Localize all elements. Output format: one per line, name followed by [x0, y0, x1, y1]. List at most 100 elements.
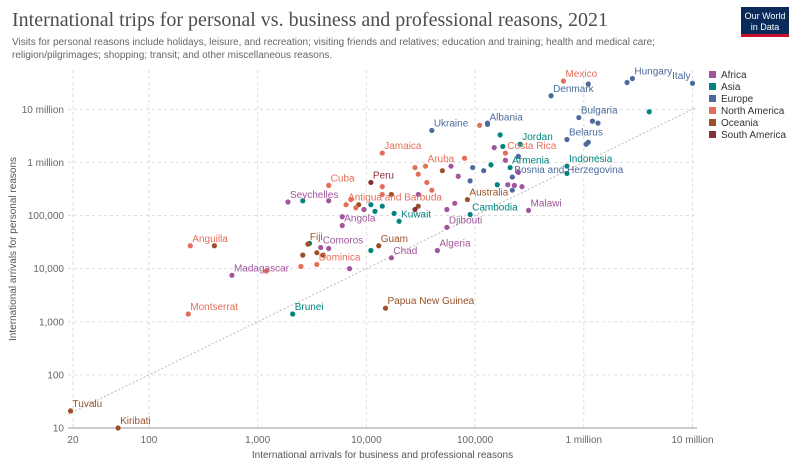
data-point	[298, 263, 304, 270]
data-point	[368, 202, 374, 208]
data-point-label: Antigua and Barbuda	[348, 193, 442, 204]
data-point	[368, 179, 374, 186]
legend-swatch	[709, 83, 716, 90]
data-point	[300, 198, 306, 204]
data-point	[689, 80, 696, 86]
x-tick-label: 1,000	[245, 435, 270, 446]
data-point-label: Ukraine	[434, 118, 469, 129]
data-point	[439, 168, 445, 174]
legend-label: Europe	[721, 94, 754, 105]
legend-swatch	[709, 119, 716, 126]
data-point-label: Bosnia and Herzegovina	[514, 165, 623, 176]
data-point	[339, 214, 345, 220]
data-point	[467, 178, 473, 184]
data-point-label: Kiribati	[120, 416, 151, 427]
data-point-label: Chad	[393, 246, 417, 257]
y-tick-label: 10 million	[22, 105, 64, 116]
data-point-label: Dominica	[319, 252, 361, 263]
legend-swatch	[709, 95, 716, 102]
data-point	[346, 266, 353, 272]
data-point-label: Brunei	[295, 302, 324, 313]
data-point	[444, 206, 450, 213]
data-point	[339, 222, 345, 229]
data-point	[429, 127, 435, 134]
data-point-label: Guam	[381, 234, 408, 245]
data-point	[185, 311, 191, 317]
data-point	[412, 206, 418, 213]
data-point	[564, 170, 570, 177]
data-point	[318, 244, 324, 251]
y-tick-label: 1,000	[39, 317, 64, 328]
data-point-label: Denmark	[553, 84, 595, 95]
data-point	[560, 78, 567, 84]
data-point	[372, 208, 378, 214]
data-point	[285, 199, 291, 205]
data-point	[376, 243, 382, 249]
data-point	[448, 163, 454, 169]
data-point	[353, 205, 359, 211]
data-point	[564, 163, 570, 169]
diagonal-reference-line	[67, 106, 698, 415]
data-point	[368, 247, 374, 254]
owid-logo[interactable]: Our World in Data	[741, 7, 789, 37]
logo-line-2: in Data	[750, 22, 780, 32]
data-point	[464, 196, 471, 203]
legend-label: Africa	[721, 70, 747, 81]
data-point	[320, 252, 326, 258]
data-point	[412, 164, 418, 171]
data-point-label: Indonesia	[569, 154, 613, 165]
data-point	[415, 171, 421, 177]
data-point	[564, 136, 570, 143]
data-point	[589, 118, 595, 124]
y-axis-label: International arrivals for personal reas…	[8, 157, 19, 341]
data-point-label: Mexico	[565, 69, 597, 80]
data-point	[576, 114, 582, 121]
data-point-label: Madagascar	[234, 263, 290, 274]
data-point	[300, 252, 306, 258]
data-point-label: Tuvalu	[73, 399, 103, 410]
data-point-label: Papua New Guinea	[388, 296, 475, 307]
legend-label: Oceania	[721, 118, 759, 129]
data-point	[415, 203, 421, 209]
data-point	[476, 122, 483, 128]
data-point	[461, 155, 468, 161]
data-point-label: Kuwait	[401, 209, 431, 220]
data-point	[361, 206, 367, 213]
x-axis-label: International arrivals for business and …	[252, 450, 513, 461]
legend-swatch	[709, 107, 716, 114]
legend-swatch	[709, 71, 716, 78]
x-tick-label: 10,000	[351, 435, 382, 446]
data-point-label: Italy	[672, 71, 690, 82]
y-tick-label: 100,000	[28, 211, 65, 222]
legend-swatch	[709, 131, 716, 138]
data-point-label: Aruba	[428, 154, 455, 165]
data-point-label: Jordan	[522, 132, 553, 143]
data-point	[348, 196, 354, 203]
data-point	[391, 210, 397, 216]
legend-label: Asia	[721, 82, 741, 93]
data-point	[517, 141, 523, 147]
data-point	[502, 150, 508, 156]
data-point-label: Cuba	[331, 173, 355, 184]
data-point	[497, 132, 503, 138]
data-point	[470, 164, 476, 171]
data-point-label: Algeria	[439, 238, 471, 249]
data-point	[505, 182, 511, 188]
y-tick-label: 100	[47, 370, 64, 381]
data-point	[509, 174, 515, 180]
data-point	[624, 79, 630, 86]
data-point-label: Costa Rica	[507, 141, 556, 152]
data-point-label: Seychelles	[290, 190, 338, 201]
data-point	[455, 173, 461, 179]
data-point	[488, 162, 494, 168]
data-point	[388, 191, 395, 198]
data-point	[583, 141, 589, 147]
data-point	[491, 145, 497, 151]
logo-line-1: Our World	[744, 11, 786, 21]
y-tick-label: 10,000	[33, 264, 64, 275]
data-point-label: Malawi	[530, 198, 561, 209]
data-point	[502, 157, 508, 163]
data-point	[525, 207, 532, 214]
data-point	[494, 182, 500, 188]
data-point	[429, 187, 435, 193]
